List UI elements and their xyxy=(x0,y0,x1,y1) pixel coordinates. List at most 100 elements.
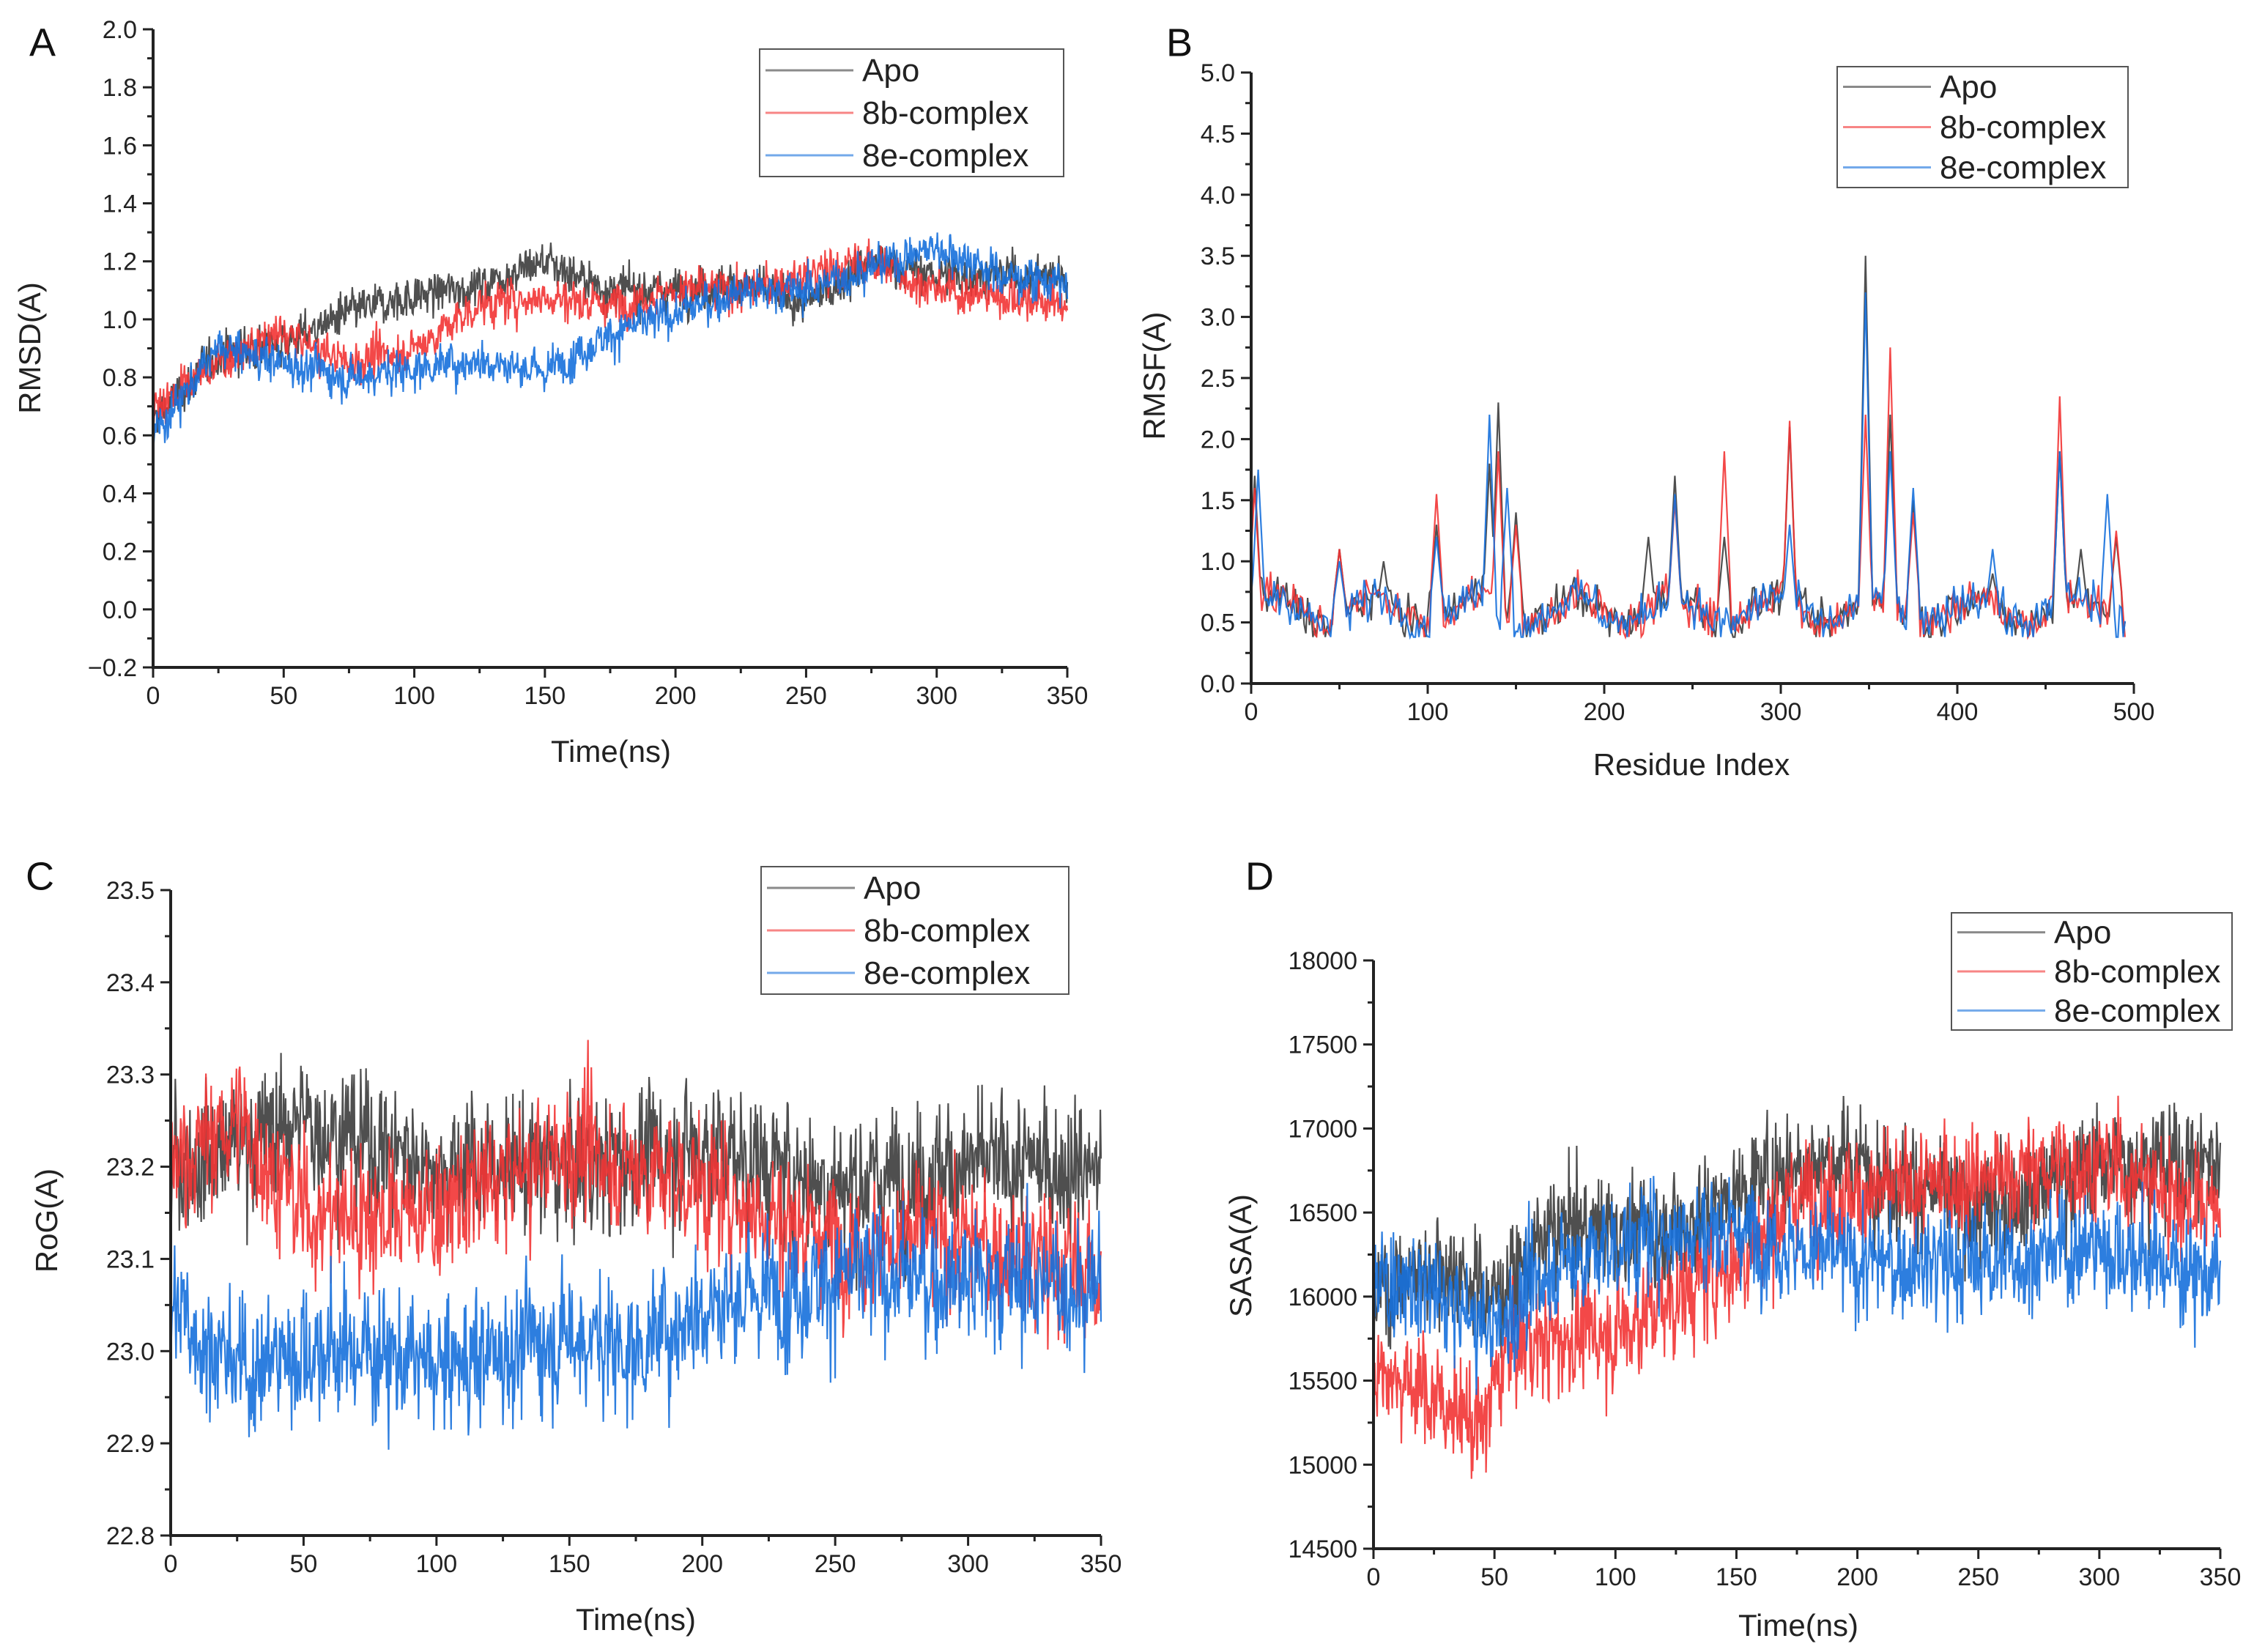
y-axis-label: RMSD(A) xyxy=(12,282,47,414)
y-tick-label: 23.2 xyxy=(106,1154,155,1182)
series-line-8e-complex xyxy=(1251,292,2126,640)
y-tick-label: 23.4 xyxy=(106,969,155,997)
y-tick-label: 0.5 xyxy=(1201,610,1235,637)
series-line-8e-complex xyxy=(153,232,1069,444)
y-tick-label: 2.0 xyxy=(1201,426,1235,453)
panel-label: B xyxy=(1166,21,1193,64)
legend-label: 8b-complex xyxy=(862,95,1028,131)
y-tick-label: 23.5 xyxy=(106,877,155,905)
x-axis-label: Time(ns) xyxy=(576,1602,696,1637)
legend-label: Apo xyxy=(862,53,919,89)
y-tick-label: 4.0 xyxy=(1201,182,1235,210)
x-tick-label: 100 xyxy=(1407,698,1449,726)
y-tick-label: 14500 xyxy=(1288,1536,1357,1563)
y-tick-label: 15500 xyxy=(1288,1368,1357,1396)
panel-d: D 0 50 100 150 200 250 300 350 14500 15000 15500 160… xyxy=(1223,854,2241,1642)
x-tick-label: 200 xyxy=(655,682,697,710)
x-axis-label: Residue Index xyxy=(1593,747,1790,782)
series-line-8e-complex xyxy=(171,1182,1102,1450)
y-tick-label: 0.0 xyxy=(103,596,137,624)
x-tick-label: 0 xyxy=(1245,698,1258,726)
y-tick-label: 1.2 xyxy=(103,248,137,276)
x-tick-label: 50 xyxy=(270,682,297,710)
y-tick-label: 22.8 xyxy=(106,1522,155,1550)
panel-c: C 0 50 100 150 200 250 300 350 22.8 22.9 23.0 23.1 23… xyxy=(26,854,1122,1637)
series-group xyxy=(1373,1095,2222,1479)
legend-label: 8e-complex xyxy=(2054,993,2220,1029)
y-tick-label: 18000 xyxy=(1288,947,1357,975)
x-tick-label: 250 xyxy=(1957,1563,1999,1591)
panel-a: A 0 50 100 150 200 250 300 350 −0.2 0.0 0.2 0.4 0.6 0.… xyxy=(12,16,1088,768)
y-tick-label: 23.1 xyxy=(106,1245,155,1273)
y-tick-label: 17500 xyxy=(1288,1031,1357,1059)
y-tick-label: 16500 xyxy=(1288,1199,1357,1227)
x-tick-label: 0 xyxy=(147,682,160,710)
series-group xyxy=(153,232,1069,444)
y-tick-label: 0.4 xyxy=(103,480,137,508)
series-line-Apo xyxy=(1251,256,2126,640)
x-tick-label: 300 xyxy=(916,682,957,710)
legend-label: 8b-complex xyxy=(1940,110,2106,146)
y-tick-label: 0.6 xyxy=(103,422,137,450)
x-axis-label: Time(ns) xyxy=(551,734,671,768)
x-tick-label: 200 xyxy=(1584,698,1625,726)
y-tick-label: 0.8 xyxy=(103,364,137,392)
series-line-Apo xyxy=(153,242,1069,433)
x-tick-label: 0 xyxy=(1367,1563,1381,1591)
x-tick-label: 150 xyxy=(524,682,566,710)
y-tick-label: −0.2 xyxy=(88,654,137,682)
y-tick-label: 1.8 xyxy=(103,74,137,102)
x-tick-label: 100 xyxy=(1595,1563,1636,1591)
x-tick-label: 400 xyxy=(1937,698,1979,726)
legend: Apo 8b-complex 8e-complex xyxy=(759,48,1064,177)
x-tick-label: 100 xyxy=(415,1550,457,1578)
y-axis-label: SASA(A) xyxy=(1223,1194,1258,1317)
series-line-8b-complex xyxy=(171,1040,1102,1350)
y-tick-label: 3.0 xyxy=(1201,304,1235,332)
y-tick-label: 22.9 xyxy=(106,1430,155,1458)
x-tick-label: 200 xyxy=(681,1550,723,1578)
x-tick-label: 300 xyxy=(1760,698,1802,726)
x-tick-label: 150 xyxy=(549,1550,590,1578)
x-tick-label: 100 xyxy=(393,682,435,710)
legend-label: Apo xyxy=(864,870,921,906)
y-tick-label: 23.0 xyxy=(106,1338,155,1366)
y-tick-label: 3.5 xyxy=(1201,242,1235,270)
x-tick-label: 0 xyxy=(164,1550,178,1578)
legend-label: 8e-complex xyxy=(862,138,1028,174)
panel-label: D xyxy=(1245,854,1274,898)
x-tick-label: 350 xyxy=(2200,1563,2242,1591)
y-tick-label: 1.6 xyxy=(103,132,137,160)
series-line-8b-complex xyxy=(153,238,1069,425)
panel-label: A xyxy=(29,21,56,64)
y-axis-label: RoG(A) xyxy=(29,1168,64,1273)
y-tick-label: 1.5 xyxy=(1201,487,1235,515)
x-tick-label: 200 xyxy=(1836,1563,1878,1591)
x-tick-label: 50 xyxy=(290,1550,318,1578)
series-group xyxy=(1251,256,2126,640)
x-tick-label: 300 xyxy=(947,1550,989,1578)
x-tick-label: 300 xyxy=(2078,1563,2120,1591)
panel-b: B 0 100 200 300 400 500 0.0 0.5 1.0 1.5 2.0 2.5 3.0 3.… xyxy=(1137,21,2154,782)
x-tick-label: 250 xyxy=(785,682,827,710)
y-tick-label: 1.0 xyxy=(103,306,137,334)
y-tick-label: 15000 xyxy=(1288,1451,1357,1479)
y-tick-label: 4.5 xyxy=(1201,120,1235,148)
y-axis-label: RMSF(A) xyxy=(1137,312,1171,440)
y-tick-label: 0.2 xyxy=(103,538,137,566)
x-tick-label: 50 xyxy=(1480,1563,1508,1591)
y-tick-label: 1.4 xyxy=(103,190,137,218)
y-tick-label: 1.0 xyxy=(1201,548,1235,576)
x-tick-label: 350 xyxy=(1047,682,1089,710)
y-tick-label: 16000 xyxy=(1288,1284,1357,1311)
series-group xyxy=(171,1040,1102,1450)
legend-label: 8e-complex xyxy=(1940,150,2106,186)
x-tick-label: 500 xyxy=(2113,698,2155,726)
legend-label: 8b-complex xyxy=(864,913,1030,949)
legend-label: Apo xyxy=(2054,915,2111,951)
y-tick-label: 17000 xyxy=(1288,1115,1357,1143)
legend-label: 8b-complex xyxy=(2054,954,2220,990)
